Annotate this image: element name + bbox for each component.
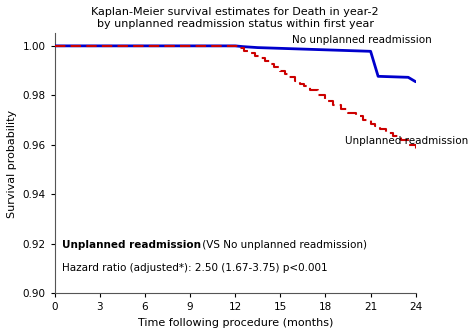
Text: Unplanned readmission: Unplanned readmission — [345, 136, 468, 146]
Y-axis label: Survival probability: Survival probability — [7, 110, 17, 217]
Text: No unplanned readmission: No unplanned readmission — [292, 36, 432, 45]
Text: (VS No unplanned readmission): (VS No unplanned readmission) — [199, 240, 367, 250]
Text: Hazard ratio (adjusted*): 2.50 (1.67-3.75) p<0.001: Hazard ratio (adjusted*): 2.50 (1.67-3.7… — [62, 263, 328, 272]
Text: Unplanned readmission: Unplanned readmission — [62, 240, 201, 250]
Title: Kaplan-Meier survival estimates for Death in year-2
by unplanned readmission sta: Kaplan-Meier survival estimates for Deat… — [91, 7, 379, 28]
X-axis label: Time following procedure (months): Time following procedure (months) — [137, 318, 333, 328]
